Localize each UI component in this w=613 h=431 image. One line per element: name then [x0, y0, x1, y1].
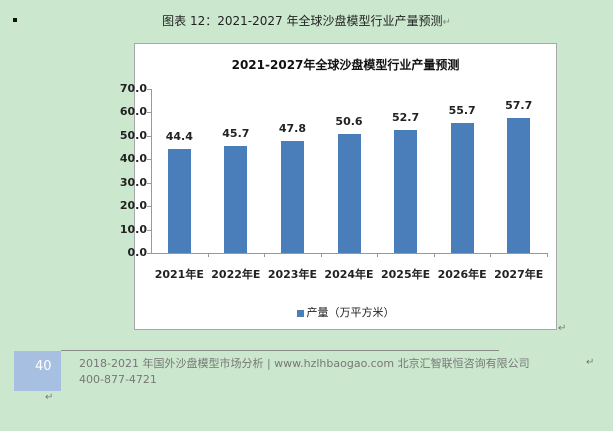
y-tick-mark — [147, 229, 151, 231]
x-tick-label: 2023年E — [267, 268, 317, 281]
legend-swatch-icon — [296, 309, 304, 317]
y-tick-label: 60.0 — [119, 105, 147, 119]
y-tick-mark — [147, 135, 151, 137]
y-tick-mark — [147, 112, 151, 114]
x-tick-mark — [320, 253, 322, 257]
bar-value-label: 45.7 — [222, 126, 250, 140]
chart-legend: 产量（万平方米） — [135, 304, 556, 320]
y-tick-mark — [147, 182, 151, 184]
x-tick-label: 2021年E — [154, 268, 204, 281]
y-tick-mark — [147, 159, 151, 161]
bar-value-label: 52.7 — [391, 110, 420, 124]
x-tick-mark — [377, 253, 379, 257]
footer-text: 2018-2021 年国外沙盘模型市场分析 | www.hzlhbaogao.c… — [79, 356, 530, 388]
bar-value-label: 44.4 — [165, 129, 193, 143]
x-tick-label: 2026年E — [437, 268, 487, 281]
y-tick-label: 10.0 — [119, 222, 147, 236]
page-number: 40 — [35, 359, 52, 374]
bar-value-label: 57.7 — [505, 98, 533, 112]
y-tick-label: 0.0 — [127, 246, 148, 259]
y-tick-label: 40.0 — [119, 152, 147, 166]
y-tick-label: 20.0 — [119, 199, 147, 213]
x-tick-mark — [547, 253, 548, 257]
chart: 2021-2027年全球沙盘模型行业产量预测 70.0 60.0 50.0 40.0 3… — [120, 43, 557, 330]
return-mark-icon: ↵ — [442, 17, 451, 28]
bar — [337, 134, 361, 253]
y-tick-mark — [147, 253, 151, 254]
x-tick-mark — [264, 253, 266, 257]
footer-divider — [61, 350, 499, 351]
x-tick-label: 2025年E — [380, 268, 431, 281]
bar — [394, 129, 418, 253]
list-bullet — [13, 18, 17, 22]
return-mark-icon: ↵ — [586, 357, 595, 368]
bar — [280, 141, 304, 253]
bar — [507, 117, 531, 253]
bar — [450, 122, 474, 253]
y-tick-mark — [147, 89, 151, 90]
chart-title: 2021-2027年全球沙盘模型行业产量预测 — [231, 58, 460, 72]
x-tick-mark — [490, 253, 492, 257]
return-mark-icon: ↵ — [45, 392, 54, 403]
bar — [167, 148, 191, 253]
y-tick-label: 50.0 — [119, 128, 147, 142]
y-axis — [151, 89, 152, 253]
bar-value-label: 47.8 — [278, 122, 306, 135]
y-tick-label: 70.0 — [119, 82, 147, 95]
x-tick-label: 2024年E — [324, 268, 374, 281]
legend-label: 产量（万平方米） — [306, 306, 395, 319]
x-tick-mark — [433, 253, 435, 257]
bar — [224, 145, 248, 253]
figure-caption: 图表 12：2021-2027 年全球沙盘模型行业产量预测↵ — [0, 12, 613, 29]
y-tick-mark — [147, 206, 151, 208]
footer-line1: 2018-2021 年国外沙盘模型市场分析 | www.hzlhbaogao.c… — [79, 357, 530, 370]
x-tick-mark — [207, 253, 209, 257]
y-tick-label: 30.0 — [119, 175, 147, 189]
bar-value-label: 50.6 — [335, 115, 363, 129]
x-tick-label: 2022年E — [211, 268, 261, 281]
x-axis — [151, 253, 547, 254]
bar-value-label: 55.7 — [448, 103, 476, 117]
footer-line2: 400-877-4721 — [79, 373, 157, 386]
return-mark-icon: ↵ — [558, 323, 567, 334]
x-tick-label: 2027年E — [494, 268, 544, 281]
caption-text: 图表 12：2021-2027 年全球沙盘模型行业产量预测 — [162, 14, 443, 28]
page-number-box: 40 — [14, 351, 61, 391]
